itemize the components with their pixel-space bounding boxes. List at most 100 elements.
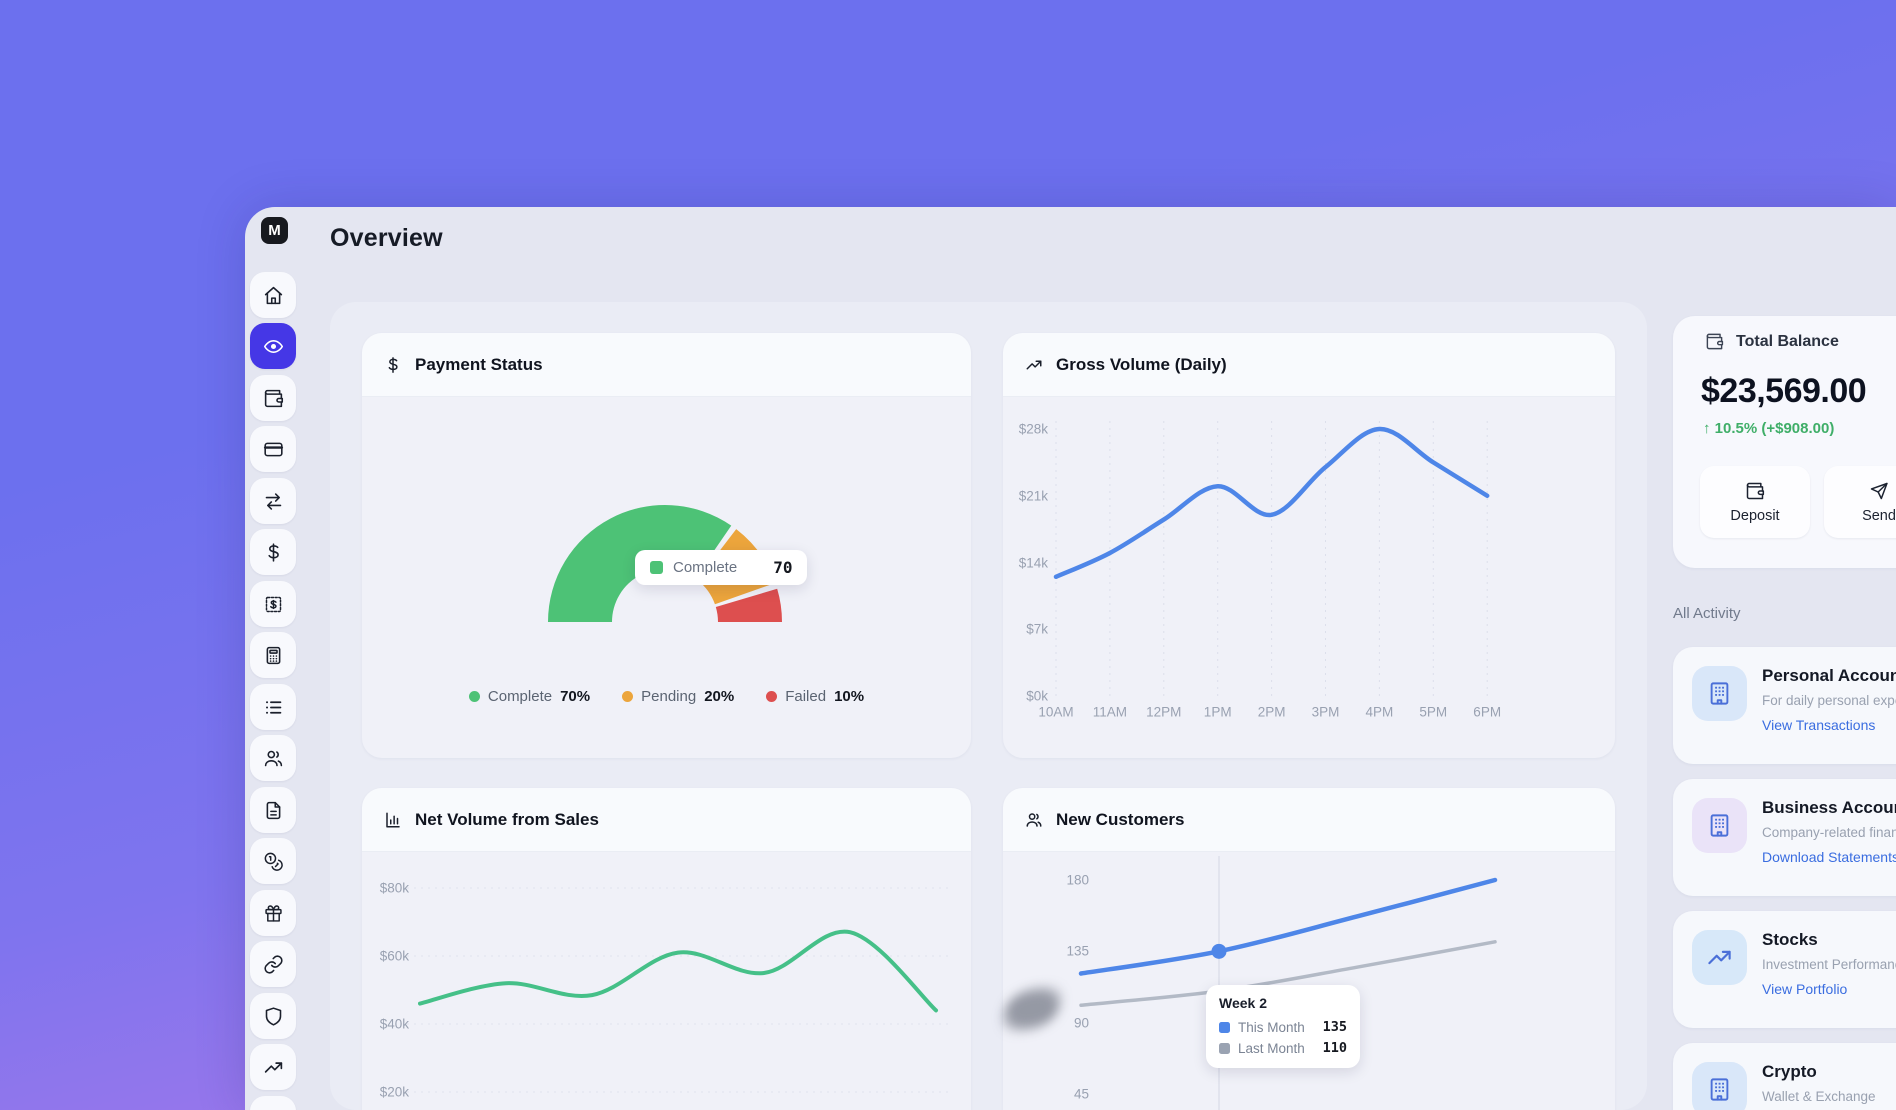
activity-link[interactable]: View Transactions: [1762, 717, 1876, 733]
send-button[interactable]: Send: [1824, 466, 1896, 538]
activity-title: Crypto: [1762, 1062, 1817, 1081]
gift-icon: [264, 904, 282, 922]
credit-card-icon: [263, 442, 283, 456]
deposit-button[interactable]: Deposit: [1700, 466, 1810, 538]
legend-dot: [468, 691, 480, 702]
axis-tick-label: $60k: [379, 948, 409, 964]
sidebar-item-wallet[interactable]: [250, 375, 296, 421]
balance-actions: Deposit Send: [1700, 466, 1896, 538]
sidebar-item-analytics[interactable]: [250, 1044, 296, 1090]
legend-dot: [622, 691, 634, 702]
sidebar-item-home[interactable]: [250, 272, 296, 318]
axis-tick-label: 12PM: [1146, 704, 1182, 720]
dollar-icon: [267, 542, 279, 562]
activity-subtitle: Company-related finances: [1762, 825, 1896, 840]
activity-subtitle: Wallet & Exchange: [1762, 1089, 1876, 1104]
axis-tick-label: 3PM: [1311, 704, 1340, 720]
axis-tick-label: 2PM: [1257, 704, 1286, 720]
home-icon: [264, 286, 282, 304]
activity-title: Stocks: [1762, 930, 1818, 949]
sidebar-item-customers[interactable]: [250, 735, 296, 781]
tooltip-swatch: [650, 561, 663, 574]
transfer-arrows-icon: [265, 492, 281, 510]
sidebar-item-cards[interactable]: [250, 426, 296, 472]
wallet-icon: [264, 389, 283, 407]
legend-value: 70%: [560, 688, 591, 705]
all-activity-label: All Activity: [1673, 605, 1741, 622]
total-balance-delta: ↑ 10.5% (+$908.00): [1703, 420, 1835, 437]
tooltip-swatch: [1219, 1021, 1230, 1033]
legend-label: Complete: [487, 688, 553, 705]
total-balance-amount: $23,569.00: [1701, 372, 1867, 410]
sidebar-item-links[interactable]: [250, 941, 296, 987]
activity-icon-tile: [1692, 930, 1747, 985]
payment-status-header: Payment Status: [362, 333, 971, 397]
wallet-icon: [1706, 333, 1724, 350]
building-icon: [1710, 1078, 1729, 1101]
gross-volume-chart[interactable]: [1003, 333, 1615, 758]
users-icon: [1026, 812, 1042, 827]
activity-card[interactable]: Business Account Company-related finance…: [1673, 779, 1896, 896]
tooltip-series-name: Last Month: [1238, 1040, 1305, 1056]
card-title: Payment Status: [415, 354, 543, 374]
legend-value: 10%: [834, 688, 865, 705]
sidebar-item-security[interactable]: [250, 993, 296, 1039]
activity-card[interactable]: Crypto Wallet & Exchange: [1673, 1043, 1896, 1110]
sidebar-item-coins[interactable]: [250, 838, 296, 884]
deposit-label: Deposit: [1730, 507, 1780, 524]
sidebar-item-transfers[interactable]: [250, 478, 296, 524]
axis-tick-label: $28k: [1018, 421, 1048, 437]
axis-tick-label: 45: [1073, 1086, 1089, 1102]
activity-title: Business Account: [1762, 798, 1896, 817]
axis-tick-label: $20k: [379, 1084, 409, 1100]
legend-item: Pending 20%: [622, 688, 734, 705]
axis-tick-label: 1PM: [1203, 704, 1232, 720]
activity-icon-tile: [1692, 1062, 1747, 1110]
gauge-tooltip: Complete 70: [635, 550, 808, 585]
card-title: New Customers: [1056, 809, 1185, 829]
calculator-icon: [266, 646, 280, 664]
sidebar-item-calculator[interactable]: [250, 632, 296, 678]
sidebar-item-invoices[interactable]: [250, 581, 296, 627]
axis-tick-label: $40k: [379, 1016, 409, 1032]
tooltip-value: 70: [773, 558, 793, 577]
users-icon: [264, 750, 282, 766]
tooltip-title: Week 2: [1219, 995, 1267, 1011]
legend-value: 20%: [704, 688, 735, 705]
legend-item: Complete 70%: [468, 688, 591, 705]
sidebar-item-documents[interactable]: [250, 787, 296, 833]
payment-status-card: Payment Status: [362, 333, 971, 758]
sidebar-item-rewards[interactable]: [250, 890, 296, 936]
building-icon: [1710, 682, 1729, 705]
activity-link[interactable]: View Portfolio: [1762, 981, 1848, 997]
trending-up-icon: [264, 1061, 282, 1073]
net-volume-chart[interactable]: [362, 788, 971, 1110]
sidebar-item-apps[interactable]: [250, 1096, 296, 1110]
page-title: Overview: [330, 224, 443, 252]
invoice-icon: [265, 596, 281, 612]
total-balance-head: Total Balance: [1705, 332, 1839, 351]
bar-chart-icon: [386, 812, 400, 827]
axis-tick-label: $80k: [379, 880, 409, 896]
list-icon: [265, 700, 281, 714]
axis-tick-label: 10AM: [1038, 704, 1074, 720]
axis-tick-label: 6PM: [1473, 704, 1502, 720]
net-volume-card: Net Volume from Sales: [362, 788, 971, 1110]
sidebar-item-transactions[interactable]: [250, 684, 296, 730]
trending-up-icon: [1026, 360, 1042, 369]
activity-link[interactable]: Download Statements: [1762, 849, 1896, 865]
activity-card[interactable]: Personal Account For daily personal expe…: [1673, 647, 1896, 764]
activity-card[interactable]: Stocks Investment Performance View Portf…: [1673, 911, 1896, 1028]
axis-tick-label: $14k: [1018, 555, 1048, 570]
new-customers-tooltip: Week 2 This Month 135 Last Month 110: [1206, 985, 1360, 1068]
sidebar-item-payments[interactable]: [250, 529, 296, 575]
card-title: Gross Volume (Daily): [1056, 354, 1227, 374]
axis-tick-label: 135: [1066, 943, 1089, 959]
shield-icon: [265, 1006, 281, 1026]
activity-subtitle: For daily personal expenses: [1762, 693, 1896, 708]
building-icon: [1710, 814, 1729, 837]
legend-label: Pending: [641, 688, 697, 705]
dollar-icon: [388, 356, 398, 373]
sidebar-item-overview[interactable]: [250, 323, 296, 369]
